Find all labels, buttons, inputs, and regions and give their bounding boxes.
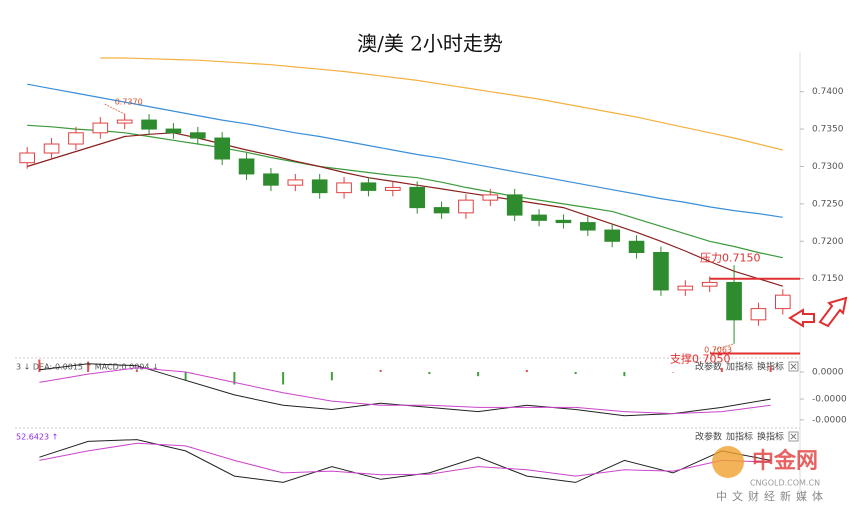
candle-body [263, 173, 279, 186]
candle-body [775, 294, 791, 310]
y-tick-label: 0.7350 [812, 125, 844, 135]
candle-body [433, 207, 450, 214]
macd-bar [769, 365, 772, 372]
macd-bar [379, 369, 382, 372]
candle-body [68, 132, 84, 145]
candle-body [701, 281, 718, 287]
macd-bar [623, 371, 626, 377]
candle-body [238, 158, 255, 175]
annotation-pointer [104, 103, 125, 115]
candle-body [482, 194, 499, 201]
toolbar-button[interactable]: 加指标 [726, 431, 753, 443]
level-label: 支撑0.7050 [670, 352, 731, 366]
macd-bar [135, 369, 138, 372]
toolbar-button[interactable]: 改参数 [695, 361, 722, 373]
candle-body [141, 119, 157, 130]
candle-body [336, 182, 352, 194]
macd-bar [87, 361, 90, 372]
candle-body [19, 152, 35, 164]
watermark-logo [712, 446, 744, 478]
y-tick-label: 0.7200 [812, 237, 844, 247]
candle-body [311, 179, 328, 194]
line-series [39, 442, 771, 477]
macd-bar [672, 371, 675, 373]
line-series [39, 439, 771, 483]
macd-bar [574, 371, 577, 375]
y-tick-label: 0.7250 [812, 199, 844, 209]
candle-body [385, 186, 401, 191]
candle-body [531, 214, 547, 221]
y-tick-label: 0.0000 [812, 367, 844, 377]
watermark-site: CNGOLD.COM.CN [750, 479, 820, 488]
candle-body [409, 186, 425, 209]
y-tick-label: 0.7150 [812, 274, 844, 284]
candle-body [726, 281, 742, 321]
line-series [27, 124, 783, 259]
toolbar-button[interactable]: 改参数 [695, 431, 722, 443]
arrow-icon [818, 296, 848, 328]
y-tick-label: 0.7300 [812, 162, 844, 172]
macd-bar [525, 369, 528, 372]
close-icon [790, 363, 797, 370]
macd-bar [330, 371, 333, 381]
candle-body [92, 122, 109, 134]
macd-bar [184, 371, 187, 381]
watermark-brand: 中金网 [752, 448, 818, 474]
chart-title: 澳/美 2小时走势 [357, 32, 503, 56]
indicator-header: 52.6423 ↑ [16, 433, 58, 442]
candle-body [43, 143, 60, 154]
candle-body [653, 252, 669, 291]
candle-body [628, 240, 645, 254]
candle-body [506, 194, 523, 216]
toolbar-button[interactable]: 加指标 [726, 361, 753, 373]
candle-body [750, 308, 767, 321]
macd-bar [720, 367, 723, 372]
line-series [100, 57, 783, 151]
macd-bar [428, 371, 431, 375]
line-series [27, 132, 783, 287]
line-series [27, 83, 783, 218]
candle-body [580, 222, 596, 231]
candle-body [165, 128, 182, 134]
candle-body [116, 119, 133, 124]
annotation-pointer [713, 343, 735, 351]
candle-body [555, 219, 572, 224]
candle-body [677, 285, 694, 291]
annotation-label: 0.7063 [704, 345, 732, 354]
annotation-label: 0.7370 [115, 98, 143, 107]
macd-bar [38, 359, 41, 372]
candle-body [287, 179, 304, 186]
y-tick-label: 0.7400 [812, 87, 844, 97]
close-icon [790, 433, 797, 440]
candle-body [604, 229, 620, 242]
level-label: 压力0.7150 [700, 252, 761, 265]
macd-bar [233, 371, 236, 385]
toolbar-button[interactable]: 换指标 [757, 431, 784, 443]
candle-body [458, 199, 474, 214]
candle-body [360, 182, 377, 191]
y-tick-label: -0.0000 [812, 395, 847, 405]
line-series [39, 367, 771, 415]
watermark-slogan: 中文财经新媒体 [716, 489, 828, 503]
macd-bar [477, 371, 480, 377]
arrow-icon [788, 308, 815, 328]
candle-body [214, 137, 230, 160]
macd-bar [282, 371, 285, 385]
candle-body [190, 132, 206, 139]
y-tick-label: -0.0000 [812, 415, 847, 425]
